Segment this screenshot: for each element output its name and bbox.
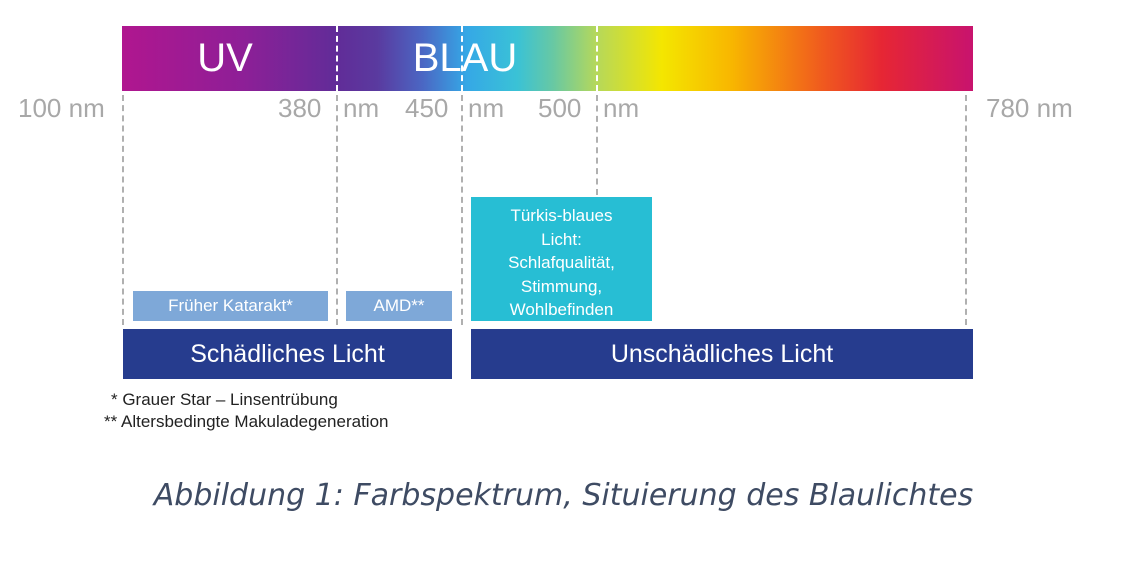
tuerkis-line-4: Stimmung, — [520, 276, 603, 296]
category-box-schaedliches-licht: Schädliches Licht — [123, 329, 452, 379]
effect-box-amd: AMD** — [346, 291, 452, 321]
wavelength-label-380-unit: nm — [343, 93, 380, 123]
divider-450 — [461, 95, 463, 325]
tuerkis-line-3: Schlafqualität, — [508, 253, 615, 272]
wavelength-label-380-number: 380 — [278, 93, 322, 123]
divider-500-in-bar — [596, 26, 598, 91]
effect-box-tuerkis-blaues-licht: Türkis-blaues Licht: Schlafqualität, Sti… — [471, 197, 652, 321]
divider-380 — [336, 95, 338, 325]
wavelength-label-450-unit: nm — [468, 93, 505, 123]
wavelength-label-780: 780 nm — [986, 93, 1073, 123]
wavelength-label-500-unit: nm — [603, 93, 640, 123]
wavelength-label-450-number: 450 — [405, 93, 449, 123]
tuerkis-line-5: Wohlbefinden — [509, 300, 614, 319]
color-spectrum-bar — [122, 26, 973, 91]
band-label-uv: UV — [197, 36, 253, 80]
footnote-grauer-star: * Grauer Star – Linsentrübung — [111, 390, 338, 409]
wavelength-label-100: 100 nm — [18, 93, 105, 123]
divider-380-in-bar — [336, 26, 338, 91]
wavelength-label-500-number: 500 — [538, 93, 582, 123]
figure-caption: Abbildung 1: Farbspektrum, Situierung de… — [153, 478, 974, 513]
divider-450-in-bar — [461, 26, 463, 91]
divider-780 — [965, 95, 967, 325]
tuerkis-line-1: Türkis-blaues — [510, 206, 613, 225]
divider-500 — [596, 95, 598, 195]
tuerkis-line-2: Licht: — [541, 229, 582, 249]
footnote-makuladegeneration: ** Altersbedingte Makuladegeneration — [104, 412, 389, 431]
category-box-unschaedliches-licht: Unschädliches Licht — [471, 329, 973, 379]
band-label-blau: BLAU — [412, 36, 518, 80]
effect-box-frueher-katarakt: Früher Katarakt* — [133, 291, 328, 321]
divider-100 — [122, 95, 124, 325]
